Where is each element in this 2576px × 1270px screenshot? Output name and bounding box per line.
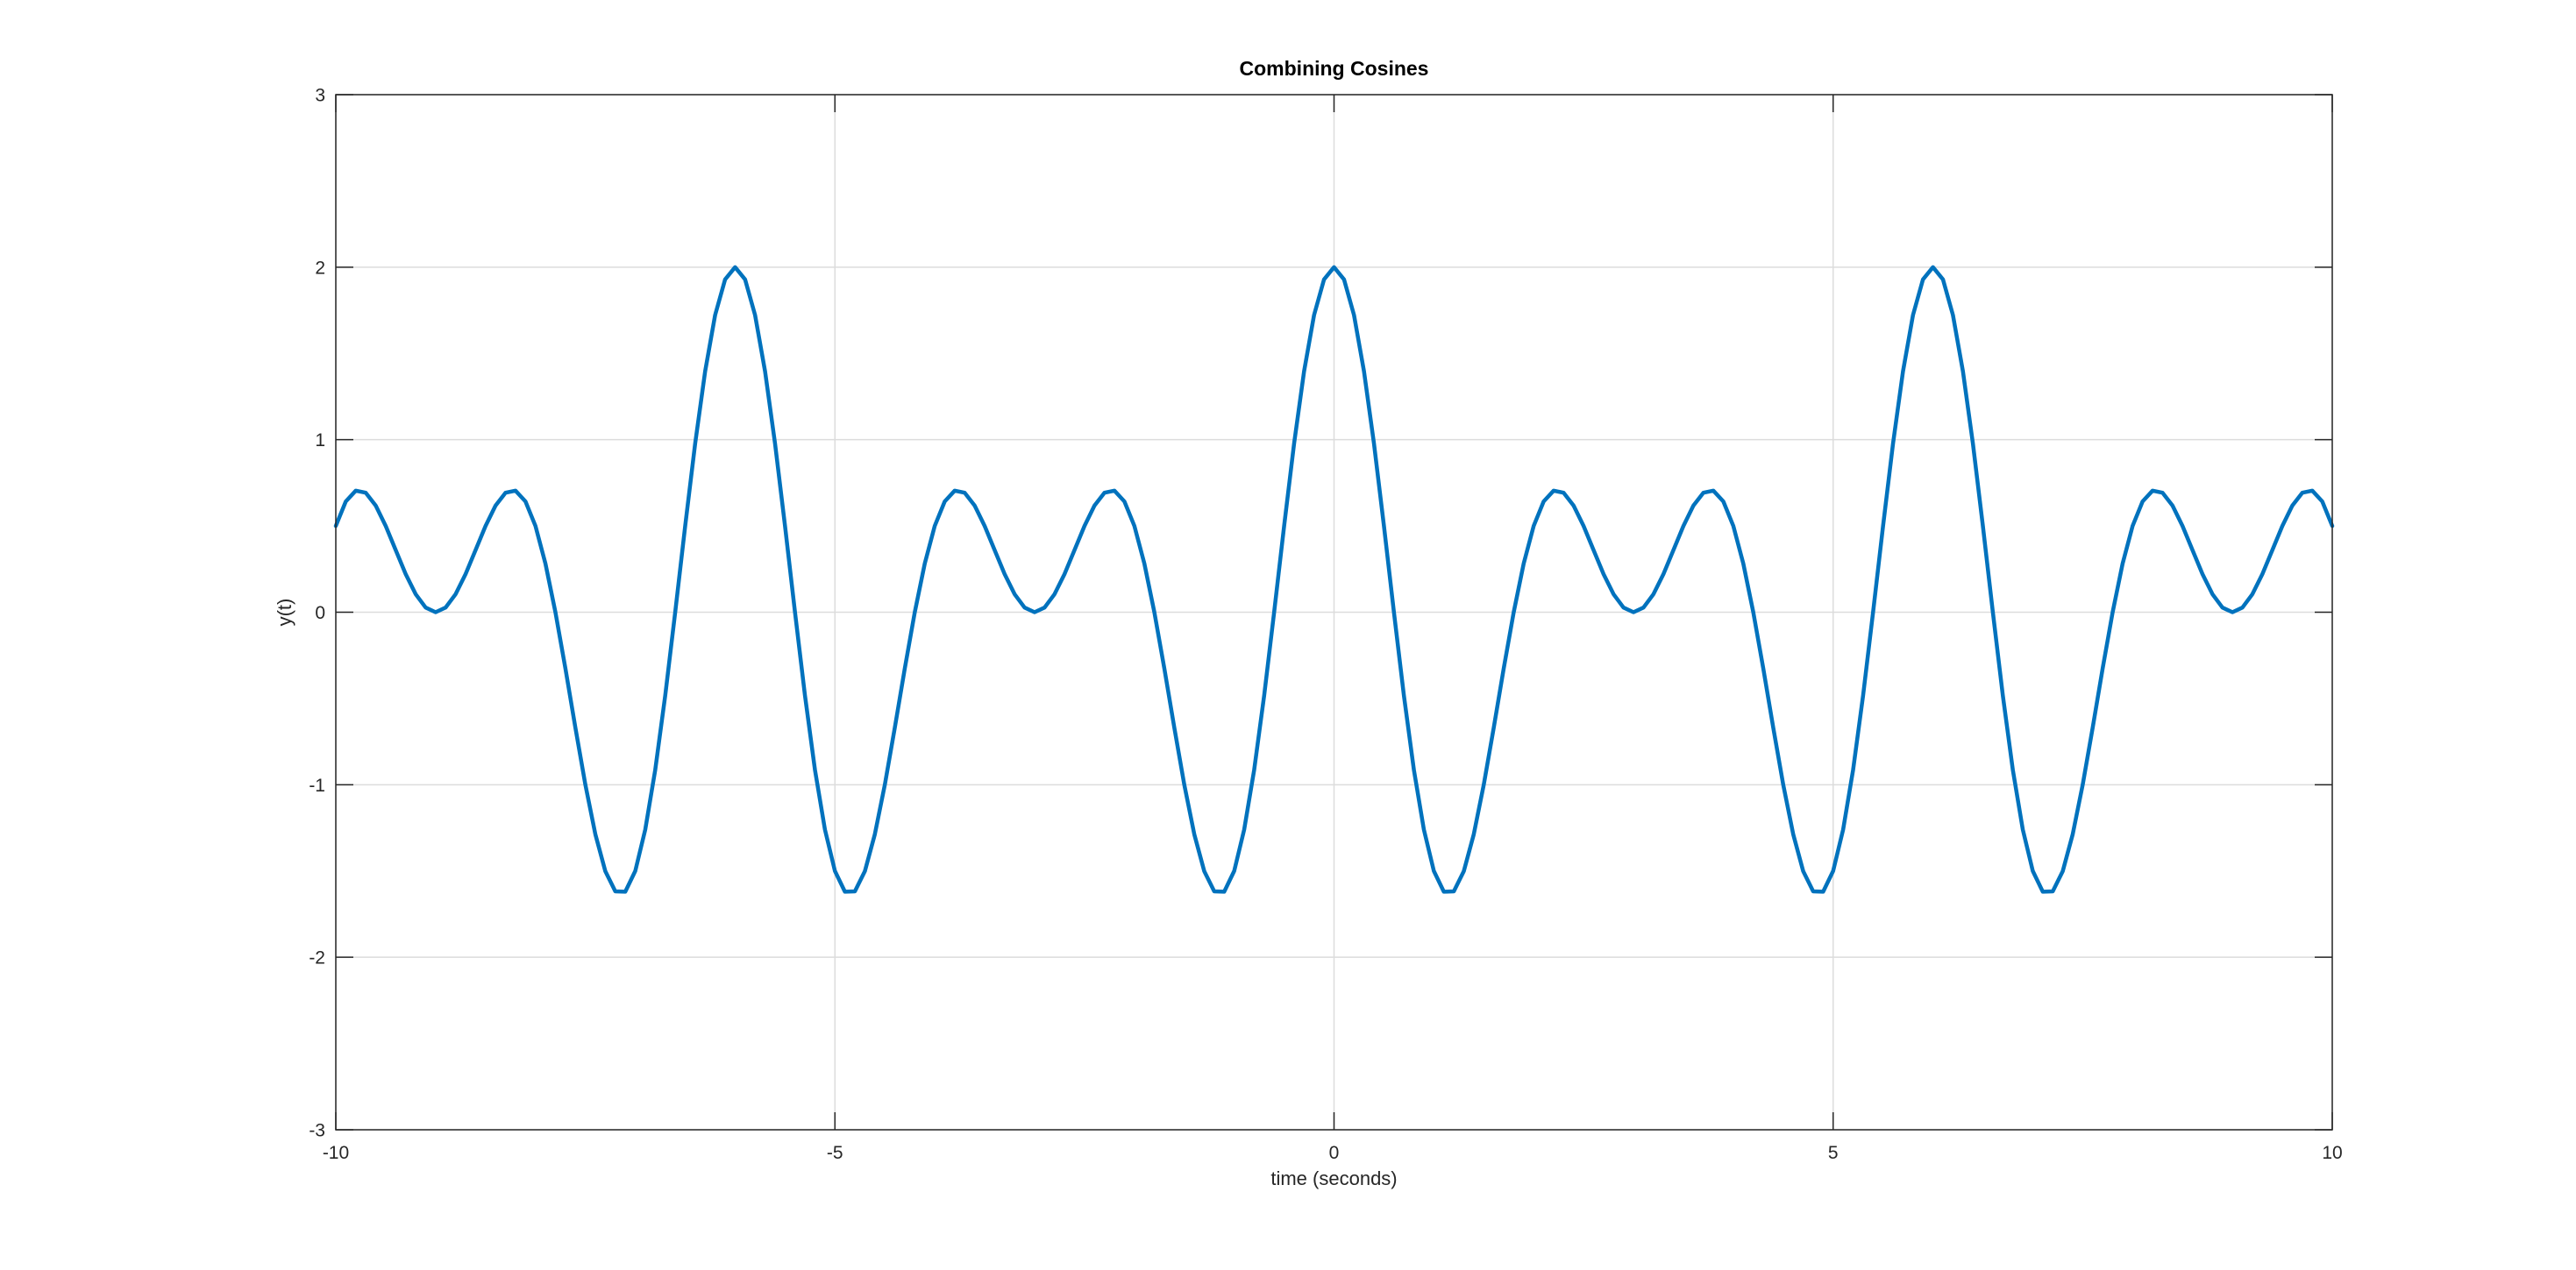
y-tick-label: 2 (315, 258, 325, 278)
x-tick-label: -5 (827, 1143, 843, 1163)
y-tick-label: 1 (315, 430, 325, 451)
curve-layer (333, 265, 2335, 894)
axes-box (335, 94, 2333, 1131)
x-tick-label: 0 (1329, 1143, 1340, 1163)
signal-curve (333, 265, 2335, 894)
y-tick-label: -1 (309, 776, 325, 796)
y-tick-labels: -3 -2 -1 0 1 2 3 (309, 86, 325, 1141)
x-tick-label: 5 (1828, 1143, 1839, 1163)
x-tick-labels: -10 -5 0 5 10 (323, 1143, 2343, 1163)
x-tick-label: -10 (323, 1143, 349, 1163)
y-tick-label: 0 (315, 603, 325, 623)
x-axis-label: time (seconds) (1270, 1167, 1397, 1189)
y-axis-label: y(t) (274, 599, 295, 627)
x-tick-label: 10 (2322, 1143, 2342, 1163)
y-tick-label: -2 (309, 948, 325, 968)
y-tick-label: -3 (309, 1121, 325, 1141)
grid-lines (335, 94, 2333, 1131)
chart-title: Combining Cosines (1240, 57, 1429, 80)
y-tick-label: 3 (315, 86, 325, 106)
